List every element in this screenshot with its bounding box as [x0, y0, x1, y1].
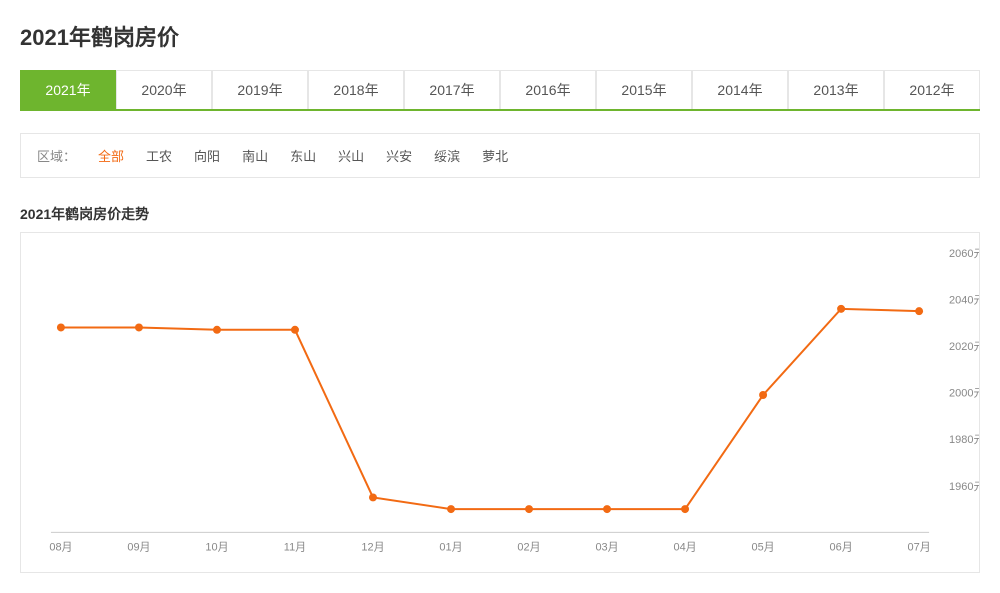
svg-text:2020元: 2020元: [949, 341, 979, 353]
year-tab-2015年[interactable]: 2015年: [596, 70, 692, 109]
year-tab-2017年[interactable]: 2017年: [404, 70, 500, 109]
year-tab-2016年[interactable]: 2016年: [500, 70, 596, 109]
region-item-兴安[interactable]: 兴安: [386, 146, 412, 165]
svg-text:01月: 01月: [439, 541, 462, 553]
svg-text:03月: 03月: [595, 541, 618, 553]
svg-text:05月: 05月: [751, 541, 774, 553]
svg-text:08月: 08月: [49, 541, 72, 553]
region-item-南山[interactable]: 南山: [242, 146, 268, 165]
year-tab-2021年[interactable]: 2021年: [20, 70, 116, 109]
svg-text:1960元: 1960元: [949, 481, 979, 493]
region-item-向阳[interactable]: 向阳: [194, 146, 220, 165]
svg-text:02月: 02月: [517, 541, 540, 553]
svg-text:12月: 12月: [361, 541, 384, 553]
svg-text:07月: 07月: [908, 541, 931, 553]
year-tab-2020年[interactable]: 2020年: [116, 70, 212, 109]
region-item-东山[interactable]: 东山: [290, 146, 316, 165]
region-item-兴山[interactable]: 兴山: [338, 146, 364, 165]
year-tab-2019年[interactable]: 2019年: [212, 70, 308, 109]
region-item-绥滨[interactable]: 绥滨: [434, 146, 460, 165]
chart-title: 2021年鹤岗房价走势: [20, 204, 980, 224]
svg-text:2000元: 2000元: [949, 388, 979, 400]
price-trend-chart: 1960元 1980元 2000元 2020元 2040元 2060元 08月 09月 10月 1…: [21, 233, 979, 572]
region-bar: 区域： 全部 工农 向阳 南山 东山 兴山 兴安 绥滨 萝北: [20, 133, 980, 178]
year-tab-2013年[interactable]: 2013年: [788, 70, 884, 109]
year-tab-2012年[interactable]: 2012年: [884, 70, 980, 109]
svg-text:04月: 04月: [673, 541, 696, 553]
chart-container: 1960元 1980元 2000元 2020元 2040元 2060元 08月 09月 10月 1…: [20, 232, 980, 573]
region-label: 区域：: [37, 146, 76, 165]
region-item-工农[interactable]: 工农: [146, 146, 172, 165]
year-tab-2014年[interactable]: 2014年: [692, 70, 788, 109]
svg-text:11月: 11月: [284, 541, 306, 553]
year-tab-2018年[interactable]: 2018年: [308, 70, 404, 109]
year-tabs: 2021年2020年2019年2018年2017年2016年2015年2014年…: [20, 70, 980, 111]
svg-text:2060元: 2060元: [949, 248, 979, 260]
region-item-全部[interactable]: 全部: [98, 146, 124, 165]
svg-text:1980元: 1980元: [949, 434, 979, 446]
page-title: 2021年鹤岗房价: [20, 20, 980, 52]
region-item-萝北[interactable]: 萝北: [482, 146, 508, 165]
svg-text:10月: 10月: [205, 541, 228, 553]
svg-text:2040元: 2040元: [949, 295, 979, 307]
svg-text:09月: 09月: [127, 541, 150, 553]
svg-text:06月: 06月: [830, 541, 853, 553]
